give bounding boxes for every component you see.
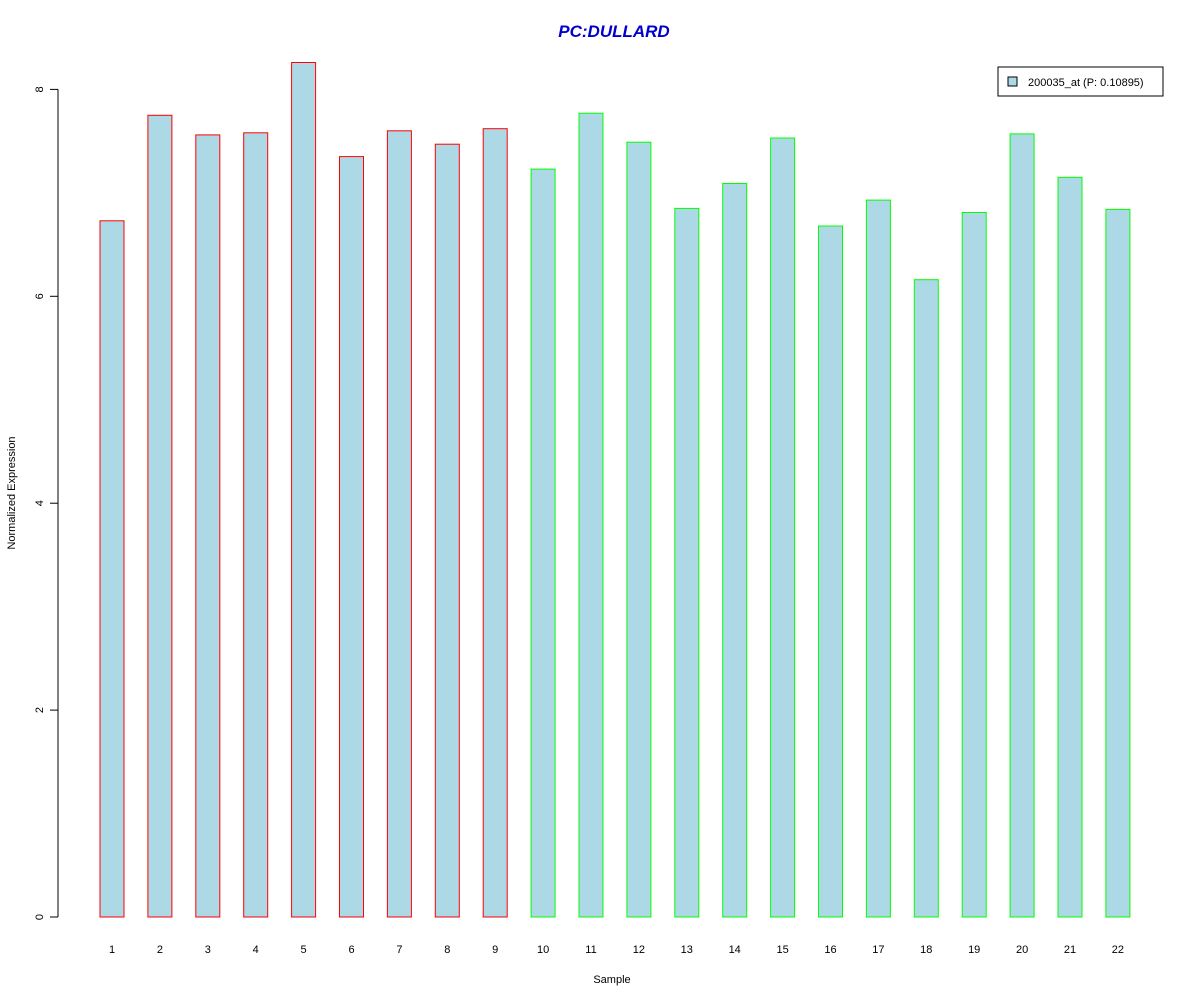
bar-sample-10 bbox=[530, 168, 556, 918]
x-tick-label: 1 bbox=[109, 944, 115, 956]
bar-sample-13 bbox=[674, 207, 700, 918]
y-tick-label: 2 bbox=[34, 707, 46, 713]
legend-box bbox=[997, 66, 1164, 97]
bar-sample-19 bbox=[961, 212, 987, 918]
y-tick-label: 6 bbox=[34, 293, 46, 299]
bar-sample-8 bbox=[434, 143, 460, 918]
x-tick-label: 4 bbox=[253, 944, 259, 956]
bar-sample-3 bbox=[195, 134, 221, 918]
bar-sample-6 bbox=[339, 156, 364, 918]
bar-sample-1 bbox=[99, 220, 125, 918]
x-tick-label: 5 bbox=[301, 944, 307, 956]
x-tick-label: 22 bbox=[1112, 944, 1124, 956]
x-tick-label: 10 bbox=[537, 944, 549, 956]
x-tick-label: 2 bbox=[157, 944, 163, 956]
legend: 200035_at (P: 0.10895) bbox=[997, 66, 1164, 97]
bar-sample-12 bbox=[626, 141, 652, 918]
x-axis-label: Sample bbox=[593, 974, 630, 986]
bar-sample-22 bbox=[1105, 208, 1131, 918]
x-tick-label: 21 bbox=[1064, 944, 1076, 956]
x-tick-label: 3 bbox=[205, 944, 211, 956]
y-axis: 0 2 4 6 8 bbox=[34, 86, 59, 920]
bar-sample-2 bbox=[147, 114, 173, 918]
x-tick-label: 15 bbox=[776, 944, 788, 956]
bar-sample-5 bbox=[291, 62, 317, 918]
x-tick-label: 14 bbox=[729, 944, 741, 956]
y-tick-label: 8 bbox=[34, 86, 46, 92]
x-tick-label: 6 bbox=[348, 944, 354, 956]
bar-sample-21 bbox=[1057, 176, 1083, 918]
bar-sample-15 bbox=[770, 137, 796, 918]
bar-sample-7 bbox=[386, 130, 412, 918]
bar-sample-18 bbox=[913, 279, 939, 918]
x-tick-labels: 1 2 3 4 5 6 7 8 9 10 11 12 13 14 15 16 17 18 19 20 21 22 bbox=[109, 944, 1124, 956]
legend-swatch bbox=[1007, 76, 1018, 87]
x-tick-label: 9 bbox=[492, 944, 498, 956]
bar-sample-14 bbox=[722, 183, 748, 918]
y-tick-label: 0 bbox=[34, 914, 46, 920]
x-tick-label: 8 bbox=[444, 944, 450, 956]
x-tick-label: 7 bbox=[396, 944, 402, 956]
bar-sample-16 bbox=[818, 225, 843, 918]
y-axis-label: Normalized Expression bbox=[6, 436, 18, 549]
x-tick-label: 12 bbox=[633, 944, 645, 956]
x-tick-label: 18 bbox=[920, 944, 932, 956]
x-tick-label: 17 bbox=[872, 944, 884, 956]
legend-label: 200035_at (P: 0.10895) bbox=[1028, 77, 1144, 89]
y-tick-label: 4 bbox=[34, 500, 46, 506]
bar-sample-11 bbox=[578, 112, 604, 918]
bar-sample-17 bbox=[865, 199, 891, 918]
x-tick-label: 20 bbox=[1016, 944, 1028, 956]
bar-sample-9 bbox=[482, 128, 508, 918]
bar-sample-4 bbox=[243, 132, 269, 918]
x-tick-label: 11 bbox=[585, 944, 596, 956]
x-tick-label: 19 bbox=[968, 944, 980, 956]
x-tick-label: 13 bbox=[681, 944, 693, 956]
chart-title: PC:DULLARD bbox=[558, 22, 669, 41]
bars bbox=[99, 62, 1131, 918]
x-tick-label: 16 bbox=[824, 944, 836, 956]
bar-sample-20 bbox=[1009, 133, 1035, 918]
